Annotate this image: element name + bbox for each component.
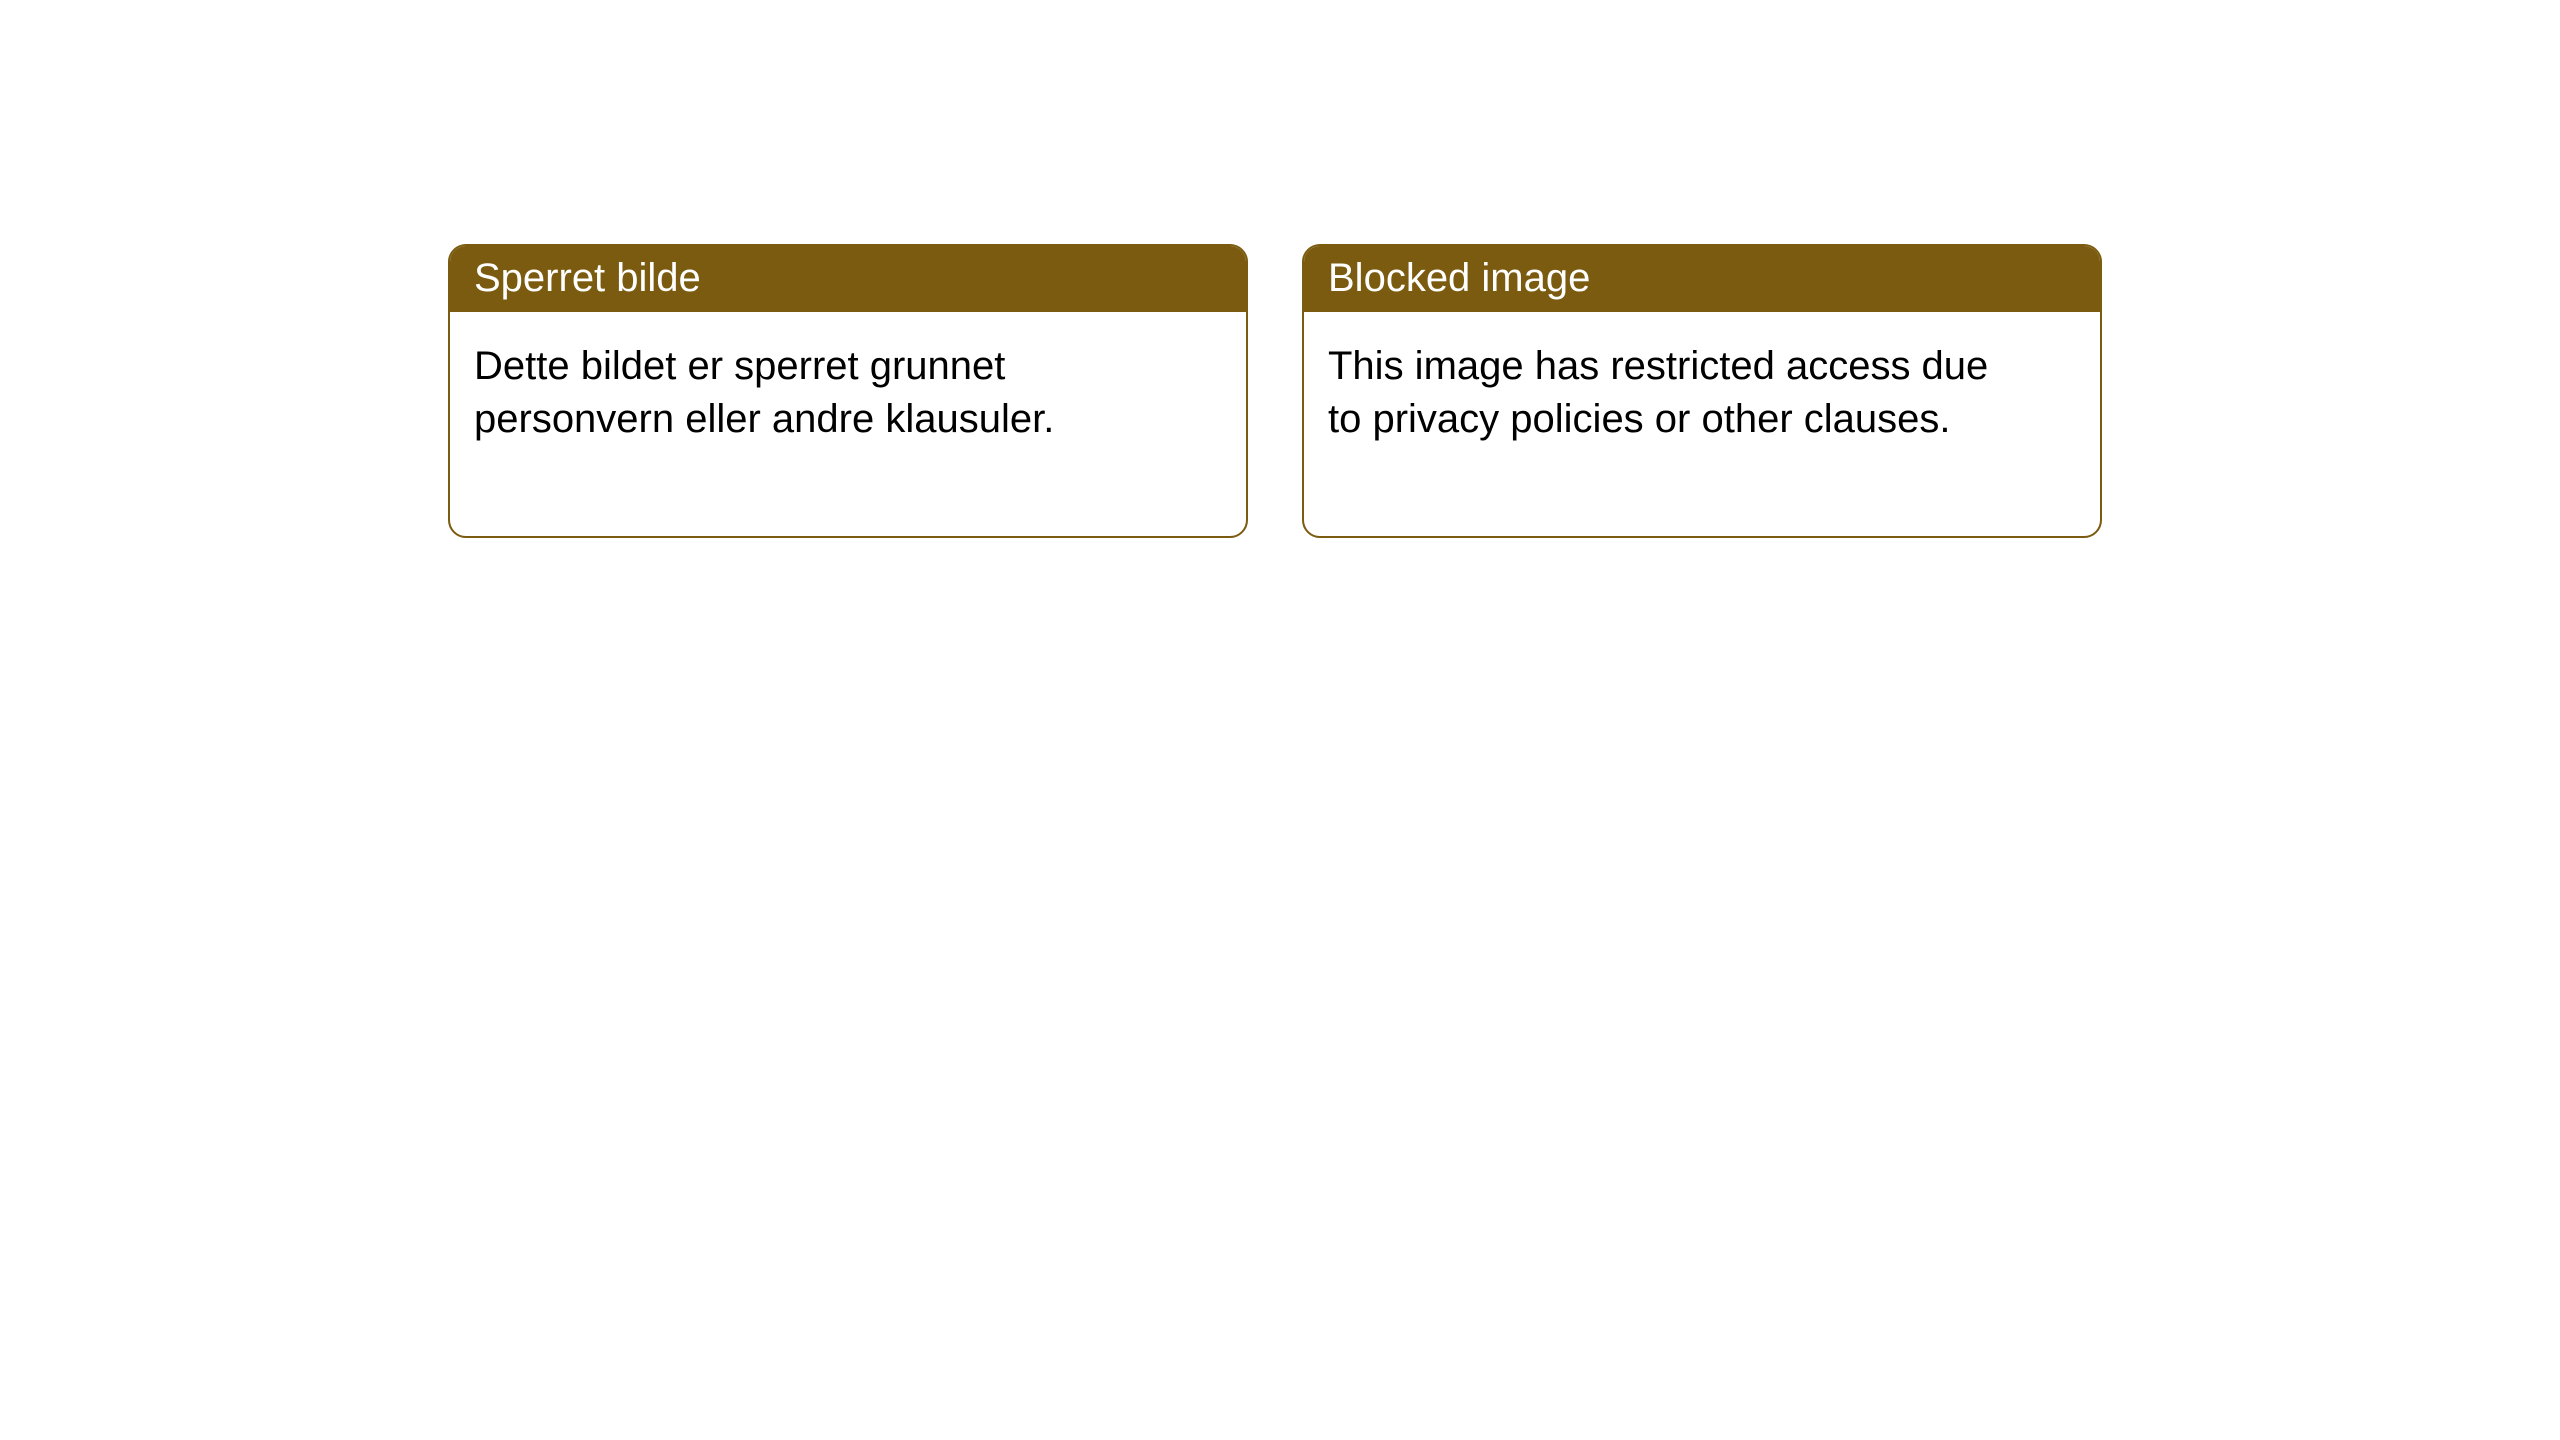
notice-cards-row: Sperret bilde Dette bildet er sperret gr… (0, 0, 2560, 538)
card-header: Sperret bilde (450, 246, 1246, 312)
card-body: Dette bildet er sperret grunnet personve… (450, 312, 1178, 536)
notice-card-english: Blocked image This image has restricted … (1302, 244, 2102, 538)
card-body: This image has restricted access due to … (1304, 312, 2032, 536)
notice-card-norwegian: Sperret bilde Dette bildet er sperret gr… (448, 244, 1248, 538)
card-header: Blocked image (1304, 246, 2100, 312)
